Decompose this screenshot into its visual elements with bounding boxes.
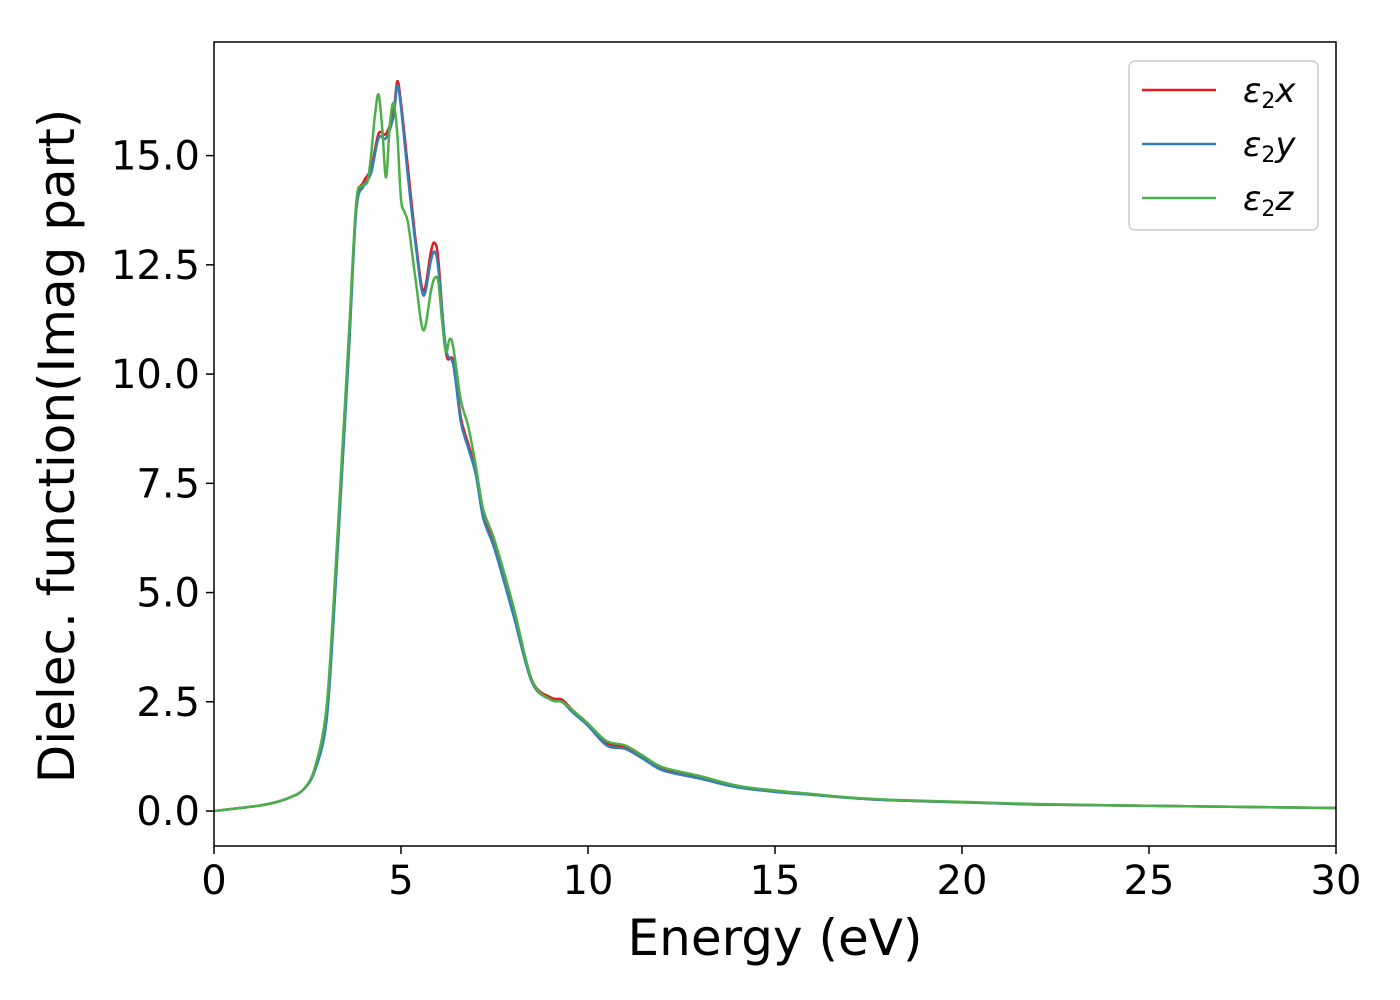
y-tick-label: 5.0 — [136, 571, 200, 617]
legend: ε2x ε2y ε2z — [1128, 60, 1319, 231]
x-tick-label: 5 — [388, 858, 413, 904]
x-tick-label: 10 — [563, 858, 614, 904]
y-tick-label: 15.0 — [111, 134, 200, 180]
x-tick-label: 25 — [1124, 858, 1175, 904]
y-axis-label: Dielec. function(Imag part) — [28, 109, 86, 784]
x-tick-label: 0 — [201, 858, 226, 904]
y-tick-label: 7.5 — [136, 461, 200, 507]
axis-ticks: 0 5 10 15 20 25 30 0.0 2.5 5.0 7.5 10.0 12.5 15.0 — [111, 134, 1362, 904]
y-tick-label: 12.5 — [111, 243, 200, 289]
series-layer — [213, 79, 1337, 813]
legend-label-z: ε2z — [1243, 179, 1294, 222]
legend-box — [1128, 60, 1319, 231]
legend-label-y: ε2y — [1243, 125, 1296, 168]
y-tick-label: 0.0 — [136, 789, 200, 835]
x-tick-label: 20 — [937, 858, 988, 904]
x-axis-label: Energy (eV) — [628, 909, 923, 967]
x-tick-label: 15 — [750, 858, 801, 904]
x-tick-label: 30 — [1311, 858, 1362, 904]
legend-label-x: ε2x — [1243, 71, 1296, 114]
series-line-z — [213, 93, 1337, 813]
y-tick-label: 10.0 — [111, 352, 200, 398]
y-tick-label: 2.5 — [136, 680, 200, 726]
